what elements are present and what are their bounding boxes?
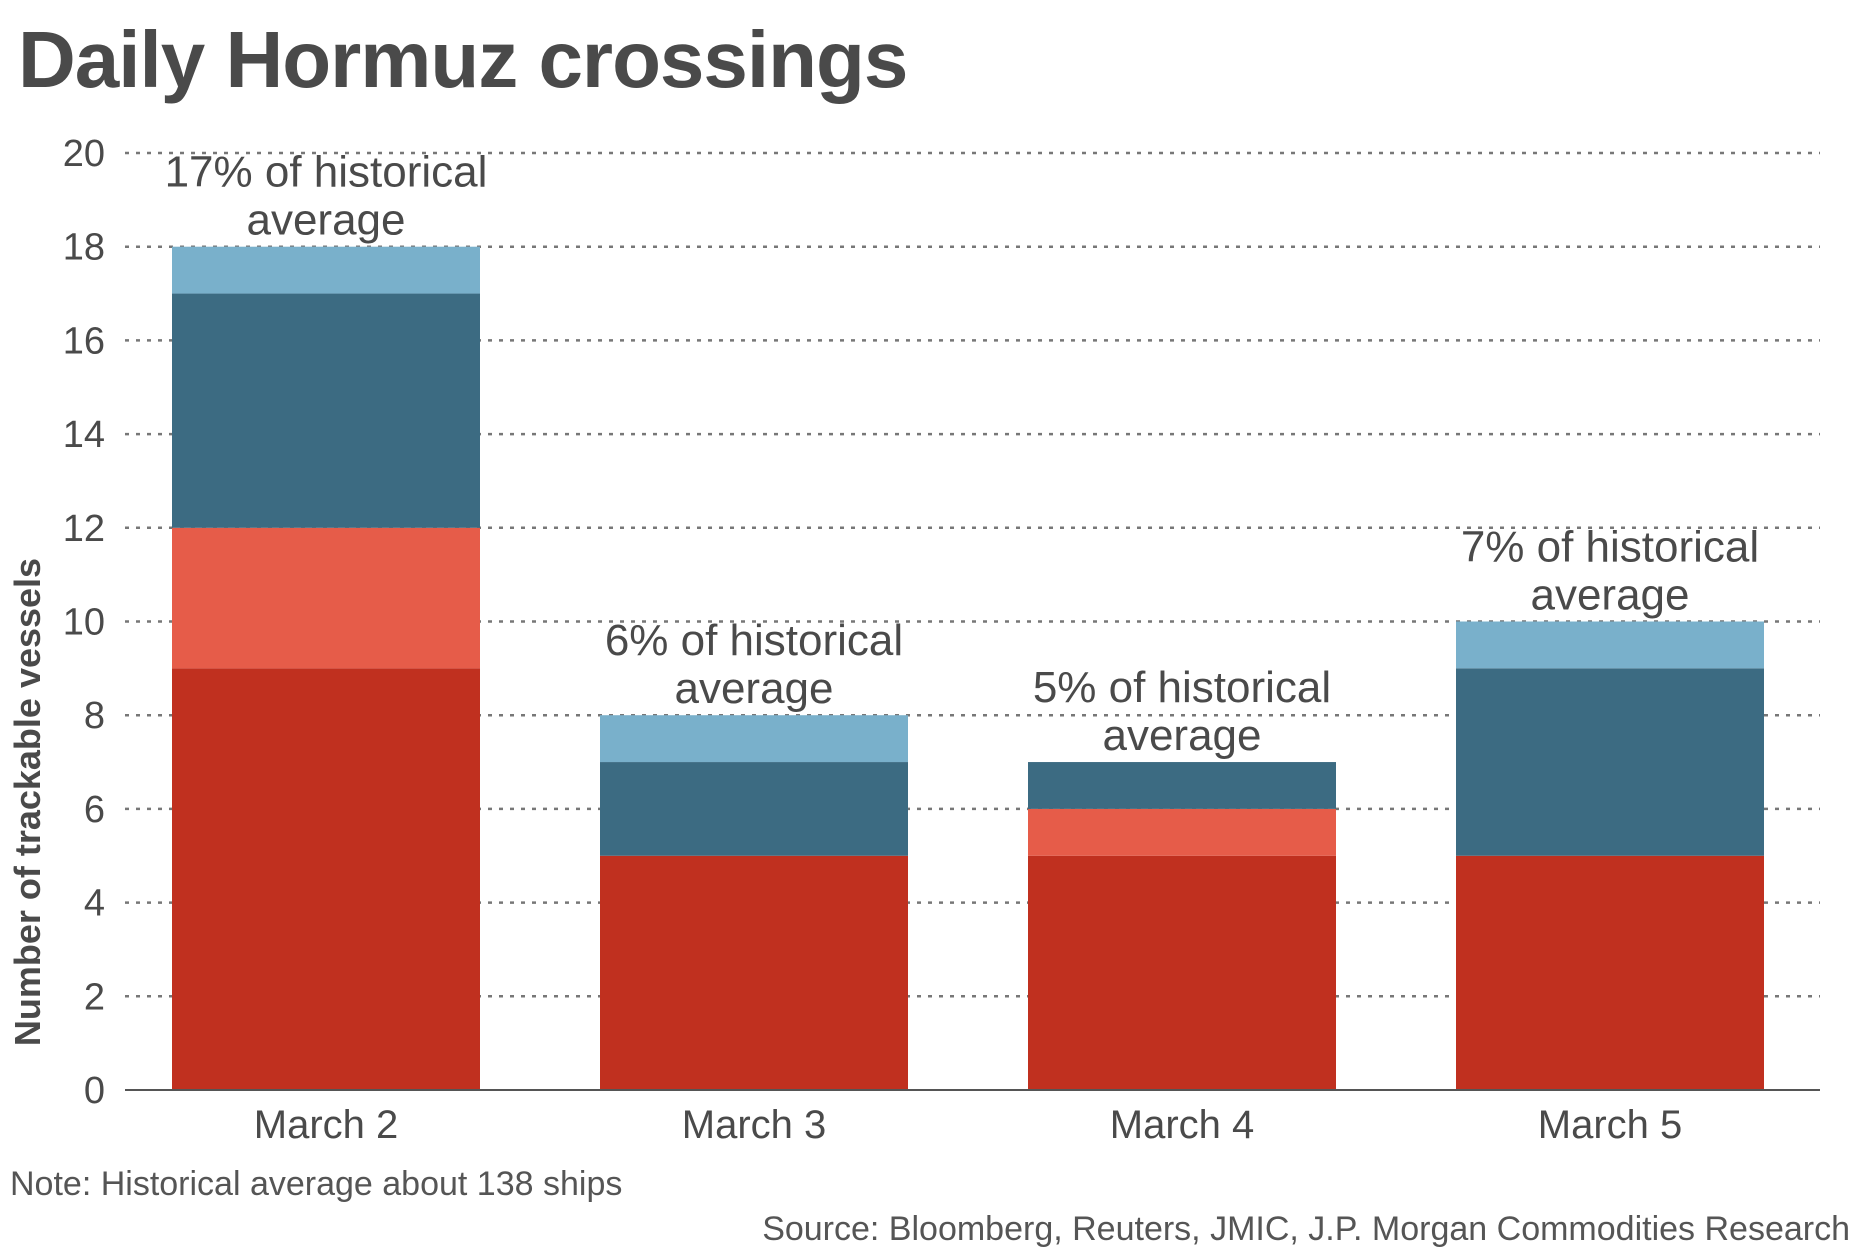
y-tick-label-12: 12	[63, 508, 105, 550]
bar-march-4-segment-3	[1028, 762, 1336, 809]
annotation-march-4-line-1: 5% of historical	[1033, 663, 1331, 712]
y-tick-label-4: 4	[84, 883, 105, 925]
y-axis-label: Number of trackable vessels	[7, 558, 48, 1046]
annotation-march-4-line-2: average	[1102, 711, 1261, 760]
bar-march-3-segment-4	[600, 715, 908, 763]
bar-march-4-segment-2	[1028, 808, 1336, 856]
y-tick-label-18: 18	[63, 227, 105, 269]
y-tick-label-20: 20	[63, 133, 105, 175]
x-tick-label-march-3: March 3	[682, 1103, 827, 1147]
annotation-march-5-line-1: 7% of historical	[1461, 523, 1759, 572]
labels: 0 2 4 6 8 10 12 14 16 18 20 March 2 March 3 March 4 Ma…	[7, 133, 1759, 1147]
chart-title: Daily Hormuz crossings	[18, 15, 908, 104]
bars	[172, 246, 1764, 1090]
annotation-march-3-line-2: average	[674, 664, 833, 713]
gridlines	[125, 151, 1820, 998]
chart-note: Note: Historical average about 138 ships	[10, 1165, 623, 1203]
y-tick-label-14: 14	[63, 414, 105, 456]
bar-march-5-segment-4	[1456, 621, 1764, 669]
bar-march-3-segment-1	[600, 855, 908, 1090]
y-tick-label-8: 8	[84, 695, 105, 737]
x-tick-label-march-4: March 4	[1110, 1103, 1255, 1147]
bar-march-4-segment-1	[1028, 855, 1336, 1090]
x-tick-label-march-5: March 5	[1538, 1103, 1683, 1147]
annotation-march-2-line-2: average	[246, 196, 405, 245]
y-tick-label-2: 2	[84, 976, 105, 1018]
bar-march-2-segment-4	[172, 246, 480, 294]
annotation-march-5-line-2: average	[1530, 571, 1689, 620]
bar-march-3-segment-3	[600, 762, 908, 856]
bar-march-5-segment-3	[1456, 668, 1764, 856]
x-tick-label-march-2: March 2	[254, 1103, 399, 1147]
bar-march-2-segment-1	[172, 668, 480, 1090]
bar-march-5-segment-1	[1456, 855, 1764, 1090]
y-tick-label-16: 16	[63, 320, 105, 362]
y-tick-label-0: 0	[84, 1070, 105, 1112]
bar-march-2-segment-3	[172, 293, 480, 528]
y-tick-label-10: 10	[63, 602, 105, 644]
y-tick-label-6: 6	[84, 789, 105, 831]
chart-source: Source: Bloomberg, Reuters, JMIC, J.P. M…	[762, 1210, 1850, 1248]
annotation-march-2-line-1: 17% of historical	[165, 148, 488, 197]
bar-march-2-segment-2	[172, 527, 480, 669]
annotation-march-3-line-1: 6% of historical	[605, 616, 903, 665]
